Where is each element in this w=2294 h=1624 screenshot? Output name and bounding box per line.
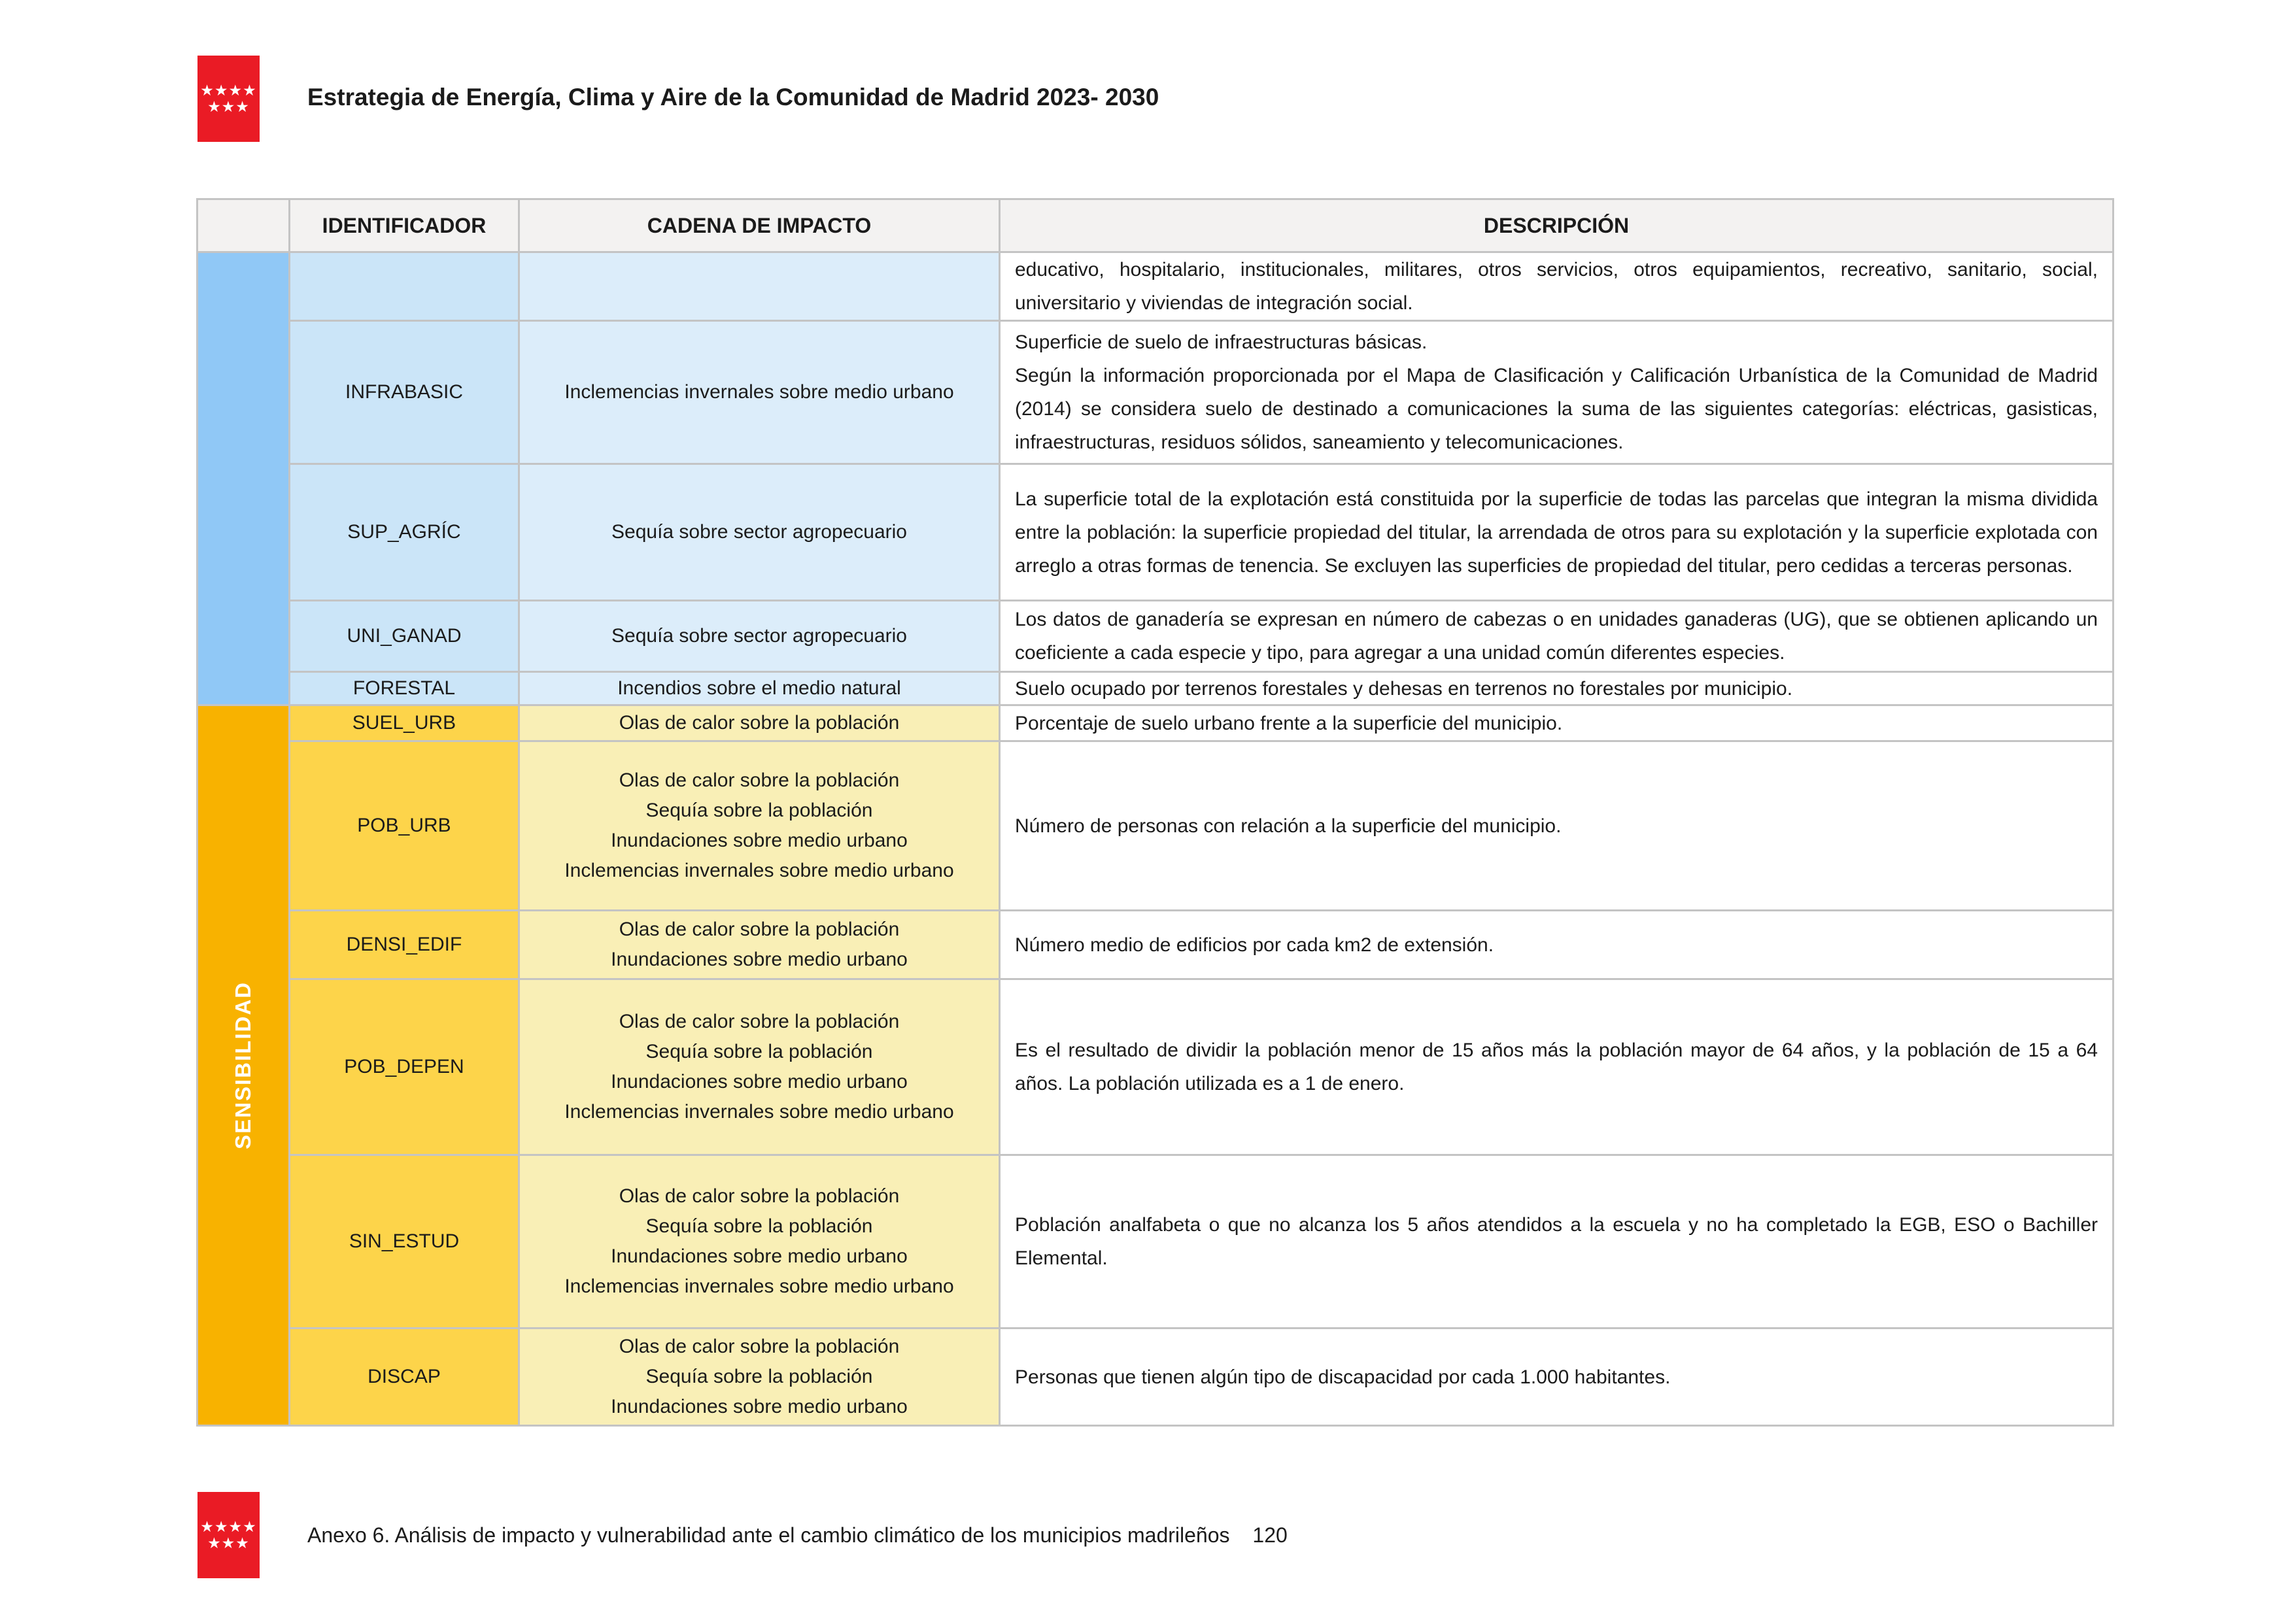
- section-strip-exposicion: [198, 253, 288, 704]
- identifier-cell: POB_URB: [290, 742, 518, 909]
- impact-chain-cell: Olas de calor sobre la población Sequía …: [520, 1329, 999, 1425]
- flag-stars-icon: ★★★★: [200, 82, 257, 99]
- flag-stars-icon: ★★★: [207, 1534, 250, 1551]
- identifier-cell: POB_DEPEN: [290, 980, 518, 1154]
- impact-chain-cell: Inclemencias invernales sobre medio urba…: [520, 322, 999, 463]
- page-number: 120: [1252, 1523, 1288, 1547]
- impact-chain-cell: [520, 253, 999, 320]
- madrid-flag-logo: ★★★★ ★★★: [197, 56, 260, 142]
- table-corner-cell: [198, 200, 288, 251]
- impact-chain-cell: Incendios sobre el medio natural: [520, 673, 999, 704]
- identifier-cell: FORESTAL: [290, 673, 518, 704]
- description-cell: Número de personas con relación a la sup…: [1001, 742, 2112, 909]
- description-cell: Población analfabeta o que no alcanza lo…: [1001, 1156, 2112, 1327]
- description-cell: Porcentaje de suelo urbano frente a la s…: [1001, 706, 2112, 740]
- section-strip-sensibilidad: SENSIBILIDAD: [198, 706, 288, 1425]
- description-cell: Es el resultado de dividir la población …: [1001, 980, 2112, 1154]
- flag-stars-icon: ★★★★: [200, 1518, 257, 1535]
- column-header-cadena-de-impacto: CADENA DE IMPACTO: [520, 200, 999, 251]
- identifier-cell: SUEL_URB: [290, 706, 518, 740]
- identifier-cell: UNI_GANAD: [290, 601, 518, 671]
- description-cell: Personas que tienen algún tipo de discap…: [1001, 1329, 2112, 1425]
- madrid-flag-logo: ★★★★ ★★★: [197, 1492, 260, 1578]
- identifier-cell: DISCAP: [290, 1329, 518, 1425]
- footer: Anexo 6. Análisis de impacto y vulnerabi…: [307, 1523, 1288, 1548]
- identifier-cell: SUP_AGRÍC: [290, 465, 518, 600]
- identifier-cell: SIN_ESTUD: [290, 1156, 518, 1327]
- impact-chain-cell: Olas de calor sobre la población Inundac…: [520, 911, 999, 978]
- identifier-cell: INFRABASIC: [290, 322, 518, 463]
- document-title: Estrategia de Energía, Clima y Aire de l…: [307, 84, 1159, 110]
- description-cell: Los datos de ganadería se expresan en nú…: [1001, 601, 2112, 671]
- impact-chain-cell: Olas de calor sobre la población Sequía …: [520, 742, 999, 909]
- description-cell: educativo, hospitalario, institucionales…: [1001, 253, 2112, 320]
- description-cell: La superficie total de la explotación es…: [1001, 465, 2112, 600]
- impact-table: IDENTIFICADOR CADENA DE IMPACTO DESCRIPC…: [196, 198, 2114, 1427]
- impact-chain-cell: Sequía sobre sector agropecuario: [520, 465, 999, 600]
- impact-chain-cell: Olas de calor sobre la población Sequía …: [520, 1156, 999, 1327]
- column-header-identificador: IDENTIFICADOR: [290, 200, 518, 251]
- identifier-cell: [290, 253, 518, 320]
- flag-stars-icon: ★★★: [207, 98, 250, 115]
- impact-chain-cell: Sequía sobre sector agropecuario: [520, 601, 999, 671]
- section-label: SENSIBILIDAD: [231, 981, 255, 1149]
- description-cell: Número medio de edificios por cada km2 d…: [1001, 911, 2112, 978]
- description-cell: Suelo ocupado por terrenos forestales y …: [1001, 673, 2112, 704]
- identifier-cell: DENSI_EDIF: [290, 911, 518, 978]
- impact-chain-cell: Olas de calor sobre la población: [520, 706, 999, 740]
- description-cell: Superficie de suelo de infraestructuras …: [1001, 322, 2112, 463]
- column-header-descripcion: DESCRIPCIÓN: [1001, 200, 2112, 251]
- impact-chain-cell: Olas de calor sobre la población Sequía …: [520, 980, 999, 1154]
- footer-text: Anexo 6. Análisis de impacto y vulnerabi…: [307, 1523, 1230, 1547]
